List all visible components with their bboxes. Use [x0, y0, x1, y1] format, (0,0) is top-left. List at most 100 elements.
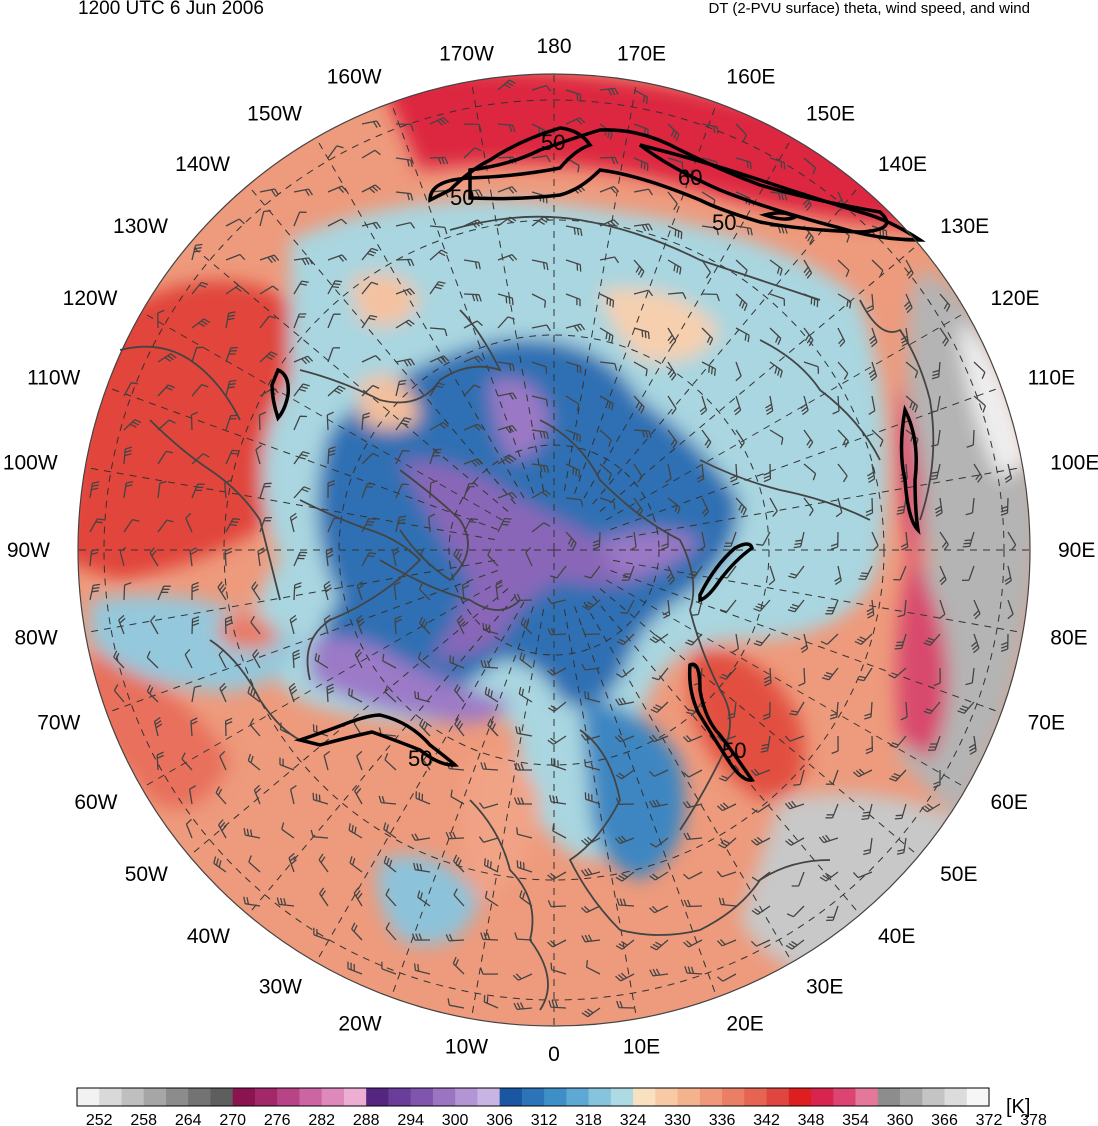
wind-barb	[181, 752, 193, 771]
wind-barb	[649, 837, 669, 848]
wind-barb	[550, 758, 567, 771]
wind-barb	[667, 497, 681, 514]
wind-barb	[769, 497, 778, 517]
wind-barb	[497, 123, 516, 133]
wind-barb	[478, 802, 499, 809]
wind-barb	[429, 249, 448, 261]
wind-barb	[191, 346, 204, 363]
wind-barb	[614, 734, 635, 743]
wind-barb	[615, 797, 635, 805]
wind-barb	[382, 653, 397, 669]
wind-barb	[327, 385, 346, 397]
wind-barb	[973, 361, 986, 380]
wind-barb	[803, 157, 817, 175]
wind-barb	[463, 355, 484, 363]
wind-barb	[662, 599, 671, 619]
wind-barb	[818, 834, 839, 844]
wind-barb	[113, 650, 125, 669]
wind-barb	[633, 497, 644, 517]
wind-barb	[599, 219, 620, 228]
wind-barb	[293, 313, 307, 329]
wind-barb	[513, 593, 533, 602]
colorbar-tick-label: 342	[753, 1112, 780, 1126]
wind-barb	[803, 225, 814, 245]
wind-barb	[453, 548, 465, 567]
wind-barb	[565, 293, 581, 307]
wind-barb	[871, 259, 884, 278]
colorbar-swatch	[521, 1088, 545, 1106]
wind-barb	[361, 221, 382, 230]
wind-barb	[893, 565, 907, 581]
wind-barb	[348, 688, 363, 703]
wind-barb	[829, 701, 839, 720]
wind-barb	[633, 223, 653, 232]
longitude-label: 160E	[726, 65, 775, 88]
wind-barb	[395, 483, 409, 499]
wind-barb	[614, 835, 635, 845]
wind-barb	[684, 966, 703, 975]
wind-barb	[463, 147, 482, 159]
wind-barb	[414, 691, 431, 703]
wind-barb	[863, 837, 873, 856]
wind-barb	[800, 395, 809, 416]
wind-barb	[784, 800, 805, 810]
jet-contours	[270, 126, 926, 782]
wind-barb	[735, 361, 742, 382]
wind-barb	[667, 225, 683, 240]
wind-barb	[395, 515, 407, 533]
wind-barb	[497, 253, 518, 262]
wind-barb	[769, 327, 782, 346]
wind-barb	[327, 218, 348, 227]
wind-barb	[361, 452, 380, 465]
wind-barb	[820, 633, 839, 645]
wind-barb	[419, 718, 431, 737]
wind-barb	[852, 871, 873, 879]
wind-barb	[763, 667, 772, 687]
wind-barb	[896, 497, 907, 515]
wind-barb	[565, 429, 581, 443]
wind-barb	[970, 633, 980, 654]
wind-barb	[803, 497, 814, 517]
wind-barb	[250, 615, 261, 635]
wind-barb	[727, 701, 737, 720]
wind-barb	[247, 753, 261, 771]
wind-barb	[921, 803, 941, 813]
wind-barb	[699, 395, 708, 416]
colorbar-swatch	[410, 1088, 434, 1106]
wind-barb	[113, 684, 125, 703]
wind-barb	[325, 547, 334, 567]
wind-barb	[701, 293, 720, 302]
wind-barb	[648, 769, 669, 777]
wind-barb	[259, 254, 280, 264]
wind-barb	[531, 293, 547, 308]
wind-barb	[225, 379, 237, 397]
wind-barb	[1007, 599, 1014, 620]
wind-barb	[191, 453, 210, 465]
wind-barb	[633, 361, 648, 377]
wind-barb	[649, 968, 669, 977]
longitude-label: 30E	[806, 976, 843, 999]
colorbar-swatch	[766, 1088, 790, 1106]
wind-barb	[411, 833, 431, 841]
wind-barb	[616, 898, 635, 907]
wind-barb	[580, 733, 601, 741]
wind-barb	[327, 185, 348, 193]
wind-barb	[931, 361, 941, 380]
wind-barb	[939, 293, 951, 312]
wind-barb	[683, 769, 703, 778]
colorbar-swatch	[277, 1088, 300, 1106]
wind-barb	[327, 280, 343, 295]
wind-barb	[581, 1007, 601, 1018]
colorbar-tick-label: 366	[931, 1112, 958, 1126]
wind-barb	[146, 650, 159, 669]
wind-barb	[531, 216, 551, 227]
wind-barb	[480, 660, 499, 669]
wind-barb	[497, 424, 518, 434]
wind-barb	[616, 633, 635, 646]
wind-barb	[852, 768, 873, 778]
wind-barb	[185, 818, 193, 839]
wind-barb	[349, 856, 363, 873]
colorbar-swatch	[633, 1088, 656, 1106]
wind-barb	[288, 682, 298, 703]
